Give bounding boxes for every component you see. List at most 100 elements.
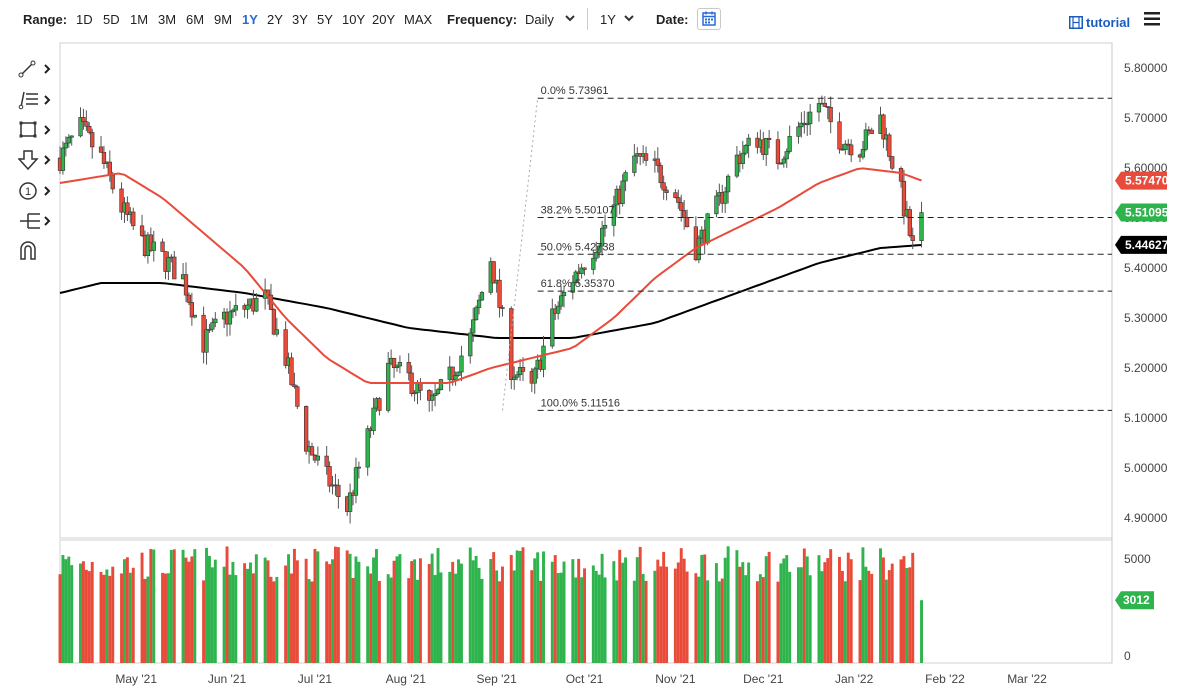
candle-body[interactable] [611,204,616,226]
candle-body[interactable] [594,251,599,259]
candle-body[interactable] [386,362,391,411]
candle-body[interactable] [696,237,701,261]
fib-retracement-icon[interactable] [18,89,52,111]
candle-body[interactable] [532,368,537,384]
candle-body[interactable] [743,145,748,154]
candle-body[interactable] [151,241,156,251]
candle-body[interactable] [556,305,561,314]
candle-body[interactable] [295,386,300,407]
candle-body[interactable] [816,103,822,113]
candle-body[interactable] [233,305,238,311]
candle-body[interactable] [910,235,915,242]
candle-body[interactable] [796,126,801,137]
candle-body[interactable] [655,158,660,166]
candle-body[interactable] [397,362,403,367]
candle-body[interactable] [705,213,710,244]
candle-body[interactable] [476,299,482,308]
candle-body[interactable] [679,202,684,211]
candle-body[interactable] [394,365,400,368]
candle-body[interactable] [391,357,397,368]
candle-body[interactable] [602,225,608,229]
candle-body[interactable] [430,395,435,401]
candle-body[interactable] [623,172,628,182]
period-select[interactable]: 1Y [600,12,616,27]
candle-body[interactable] [658,165,663,183]
candle-body[interactable] [919,212,924,242]
candle-body[interactable] [723,191,728,204]
candle-body[interactable] [573,271,578,283]
candle-body[interactable] [309,446,315,456]
candle-body[interactable] [512,376,517,380]
candle-body[interactable] [907,209,912,236]
candle-body[interactable] [582,267,587,270]
range-button-1d[interactable]: 1D [76,12,93,27]
candle-body[interactable] [227,311,233,325]
candle-body[interactable] [230,309,236,313]
candle-body[interactable] [456,371,461,376]
chevron-down-icon[interactable] [622,11,636,25]
candle-body[interactable] [597,245,602,253]
candle-body[interactable] [734,154,740,177]
range-button-max[interactable]: MAX [404,12,433,27]
candle-body[interactable] [172,256,177,280]
candle-body[interactable] [213,318,218,324]
candle-body[interactable] [887,134,892,157]
candle-body[interactable] [207,328,212,331]
candle-body[interactable] [192,314,197,318]
range-button-3m[interactable]: 3M [158,12,177,27]
candle-body[interactable] [901,180,907,217]
candle-body[interactable] [327,466,332,487]
number-marker-icon[interactable]: 1 [18,180,52,202]
rectangle-icon[interactable] [18,119,52,141]
candle-body[interactable] [347,492,353,512]
candle-body[interactable] [453,375,458,381]
candle-body[interactable] [271,309,277,335]
candle-body[interactable] [825,106,830,108]
candle-body[interactable] [570,282,575,293]
candle-body[interactable] [289,357,294,386]
candle-body[interactable] [500,307,505,309]
candle-body[interactable] [781,158,786,164]
range-button-5y[interactable]: 5Y [317,12,333,27]
candle-body[interactable] [664,189,669,193]
candle-body[interactable] [78,117,83,137]
candle-body[interactable] [69,135,74,138]
candle-body[interactable] [673,192,678,198]
candle-body[interactable] [509,308,514,380]
candle-body[interactable] [459,355,464,373]
candle-body[interactable] [890,156,895,169]
candle-body[interactable] [775,139,781,164]
candle-body[interactable] [189,302,194,318]
candle-body[interactable] [849,144,854,156]
candle-body[interactable] [778,162,784,165]
candle-body[interactable] [353,467,359,496]
candle-body[interactable] [632,155,637,173]
candle-body[interactable] [435,389,441,395]
candle-body[interactable] [166,257,171,272]
candle-body[interactable] [491,261,496,284]
candle-body[interactable] [125,202,130,215]
candle-body[interactable] [898,168,904,182]
candle-body[interactable] [84,121,89,127]
candle-body[interactable] [90,132,95,148]
candle-body[interactable] [304,406,309,452]
candle-body[interactable] [186,294,192,303]
candle-body[interactable] [292,384,297,388]
candle-body[interactable] [110,175,115,190]
candle-body[interactable] [315,455,321,461]
candle-body[interactable] [210,322,215,330]
candle-body[interactable] [591,257,596,270]
frequency-select[interactable]: Daily [525,12,554,27]
candle-body[interactable] [183,274,189,296]
candle-body[interactable] [579,267,584,274]
candle-body[interactable] [682,210,687,218]
candle-body[interactable] [869,129,874,134]
magnet-icon[interactable] [18,239,52,261]
candle-body[interactable] [541,345,546,370]
candle-body[interactable] [860,148,866,158]
range-button-2y[interactable]: 2Y [267,12,283,27]
candle-body[interactable] [336,484,341,497]
range-button-6m[interactable]: 6M [186,12,205,27]
candle-body[interactable] [620,180,625,204]
candle-body[interactable] [119,188,124,213]
